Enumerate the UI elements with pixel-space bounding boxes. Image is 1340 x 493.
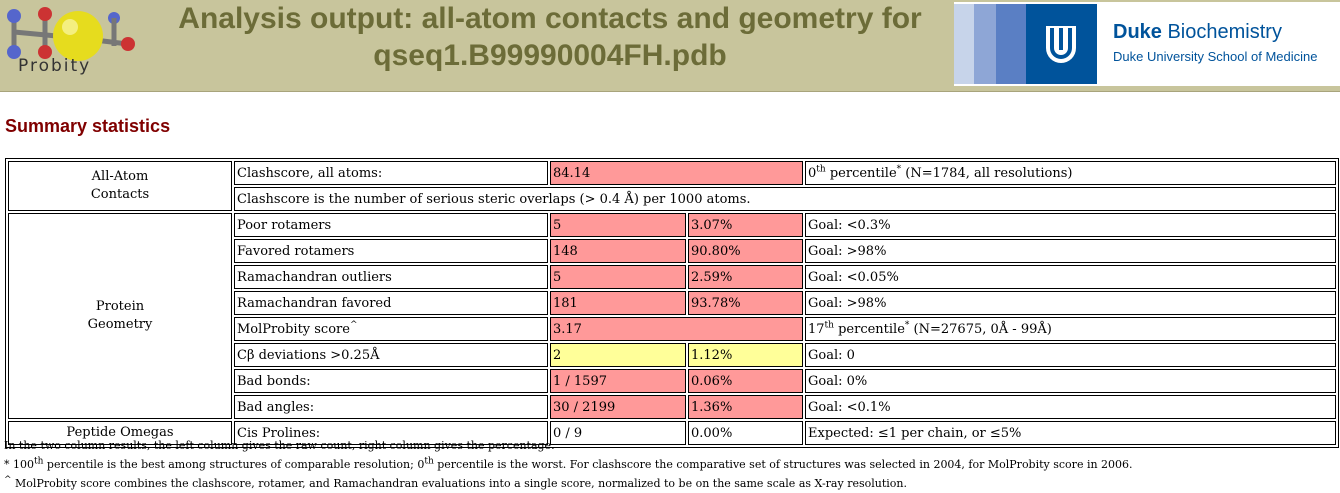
table-row: Favored rotamers 148 90.80% Goal: >98% <box>8 239 1336 263</box>
row-label: Favored rotamers <box>234 239 548 263</box>
row-goal: Goal: >98% <box>805 291 1336 315</box>
row-percent: 90.80% <box>688 239 803 263</box>
table-row: Ramachandran outliers 5 2.59% Goal: <0.0… <box>8 265 1336 289</box>
clashscore-value: 84.14 <box>550 161 803 185</box>
duke-school-name: Duke University School of Medicine <box>1113 49 1318 64</box>
table-row: All-Atom Contacts Clashscore, all atoms: … <box>8 161 1336 211</box>
logo-text: Probity <box>18 56 92 76</box>
row-label: Cis Prolines: <box>234 421 548 445</box>
row-count: 0 / 9 <box>550 421 686 445</box>
table-row: Ramachandran favored 181 93.78% Goal: >9… <box>8 291 1336 315</box>
row-percent: 3.07% <box>688 213 803 237</box>
row-label: Poor rotamers <box>234 213 548 237</box>
row-goal: Goal: >98% <box>805 239 1336 263</box>
table-row: MolProbity score^ 3.17 17th percentile* … <box>8 317 1336 341</box>
row-goal: Expected: ≤1 per chain, or ≤5% <box>805 421 1336 445</box>
row-percent: 1.36% <box>688 395 803 419</box>
table-row: Peptide Omegas Cis Prolines: 0 / 9 0.00%… <box>8 421 1336 445</box>
summary-heading: Summary statistics <box>5 116 171 136</box>
table-row: Bad angles: 30 / 2199 1.36% Goal: <0.1% <box>8 395 1336 419</box>
row-count: 5 <box>550 265 686 289</box>
row-percent: 0.06% <box>688 369 803 393</box>
page-title-line1: Analysis output: all-atom contacts and g… <box>178 2 922 35</box>
molprobity-score-label: MolProbity score^ <box>234 317 548 341</box>
molprobity-score-value: 3.17 <box>550 317 803 341</box>
row-count: 148 <box>550 239 686 263</box>
clashscore-label: Clashscore, all atoms: <box>234 161 548 185</box>
row-count: 181 <box>550 291 686 315</box>
category-protein-geometry: Protein Geometry <box>8 213 232 419</box>
row-percent: 0.00% <box>688 421 803 445</box>
molprobity-logo[interactable] <box>0 0 150 91</box>
row-goal: Goal: 0% <box>805 369 1336 393</box>
clashscore-note: Clashscore is the number of serious ster… <box>234 187 1336 211</box>
category-all-atom: All-Atom Contacts <box>8 161 232 211</box>
row-count: 5 <box>550 213 686 237</box>
category-peptide-omegas: Peptide Omegas <box>8 421 232 445</box>
molprobity-percentile: 17th percentile* (N=27675, 0Å - 99Å) <box>805 317 1336 341</box>
table-row: Protein Geometry Poor rotamers 5 3.07% Go… <box>8 213 1336 419</box>
row-goal: Goal: <0.05% <box>805 265 1336 289</box>
table-row: Bad bonds: 1 / 1597 0.06% Goal: 0% <box>8 369 1336 393</box>
footnote-percentile: * 100th percentile is the best among str… <box>4 456 1133 471</box>
row-goal: Goal: <0.3% <box>805 213 1336 237</box>
row-percent: 2.59% <box>688 265 803 289</box>
summary-table: All-Atom Contacts Clashscore, all atoms: … <box>5 158 1339 448</box>
footnotes: In the two column results, the left colu… <box>4 436 1133 493</box>
row-label: Bad angles: <box>234 395 548 419</box>
duke-logo[interactable]: Duke Biochemistry Duke University School… <box>954 2 1340 86</box>
row-label: Cβ deviations >0.25Å <box>234 343 548 367</box>
row-goal: Goal: <0.1% <box>805 395 1336 419</box>
duke-dept-name: Duke Biochemistry <box>1113 21 1282 43</box>
footnote-columns: In the two column results, the left colu… <box>4 439 555 452</box>
row-count: 2 <box>550 343 686 367</box>
page-title-line2: qseq1.B99990004FH.pdb <box>373 39 727 72</box>
row-label: Ramachandran favored <box>234 291 548 315</box>
header-banner: Probity Analysis output: all-atom contac… <box>0 0 1340 92</box>
row-percent: 1.12% <box>688 343 803 367</box>
clashscore-percentile: 0th percentile* (N=1784, all resolutions… <box>805 161 1336 185</box>
row-count: 1 / 1597 <box>550 369 686 393</box>
row-count: 30 / 2199 <box>550 395 686 419</box>
table-row: Cβ deviations >0.25Å 2 1.12% Goal: 0 <box>8 343 1336 367</box>
page-title: Analysis output: all-atom contacts and g… <box>150 0 950 74</box>
row-percent: 93.78% <box>688 291 803 315</box>
duke-shield-icon <box>954 4 1097 84</box>
row-label: Ramachandran outliers <box>234 265 548 289</box>
table-row: Clashscore is the number of serious ster… <box>8 187 1336 211</box>
row-goal: Goal: 0 <box>805 343 1336 367</box>
row-label: Bad bonds: <box>234 369 548 393</box>
footnote-molprobity: ^ MolProbity score combines the clashsco… <box>4 475 907 490</box>
